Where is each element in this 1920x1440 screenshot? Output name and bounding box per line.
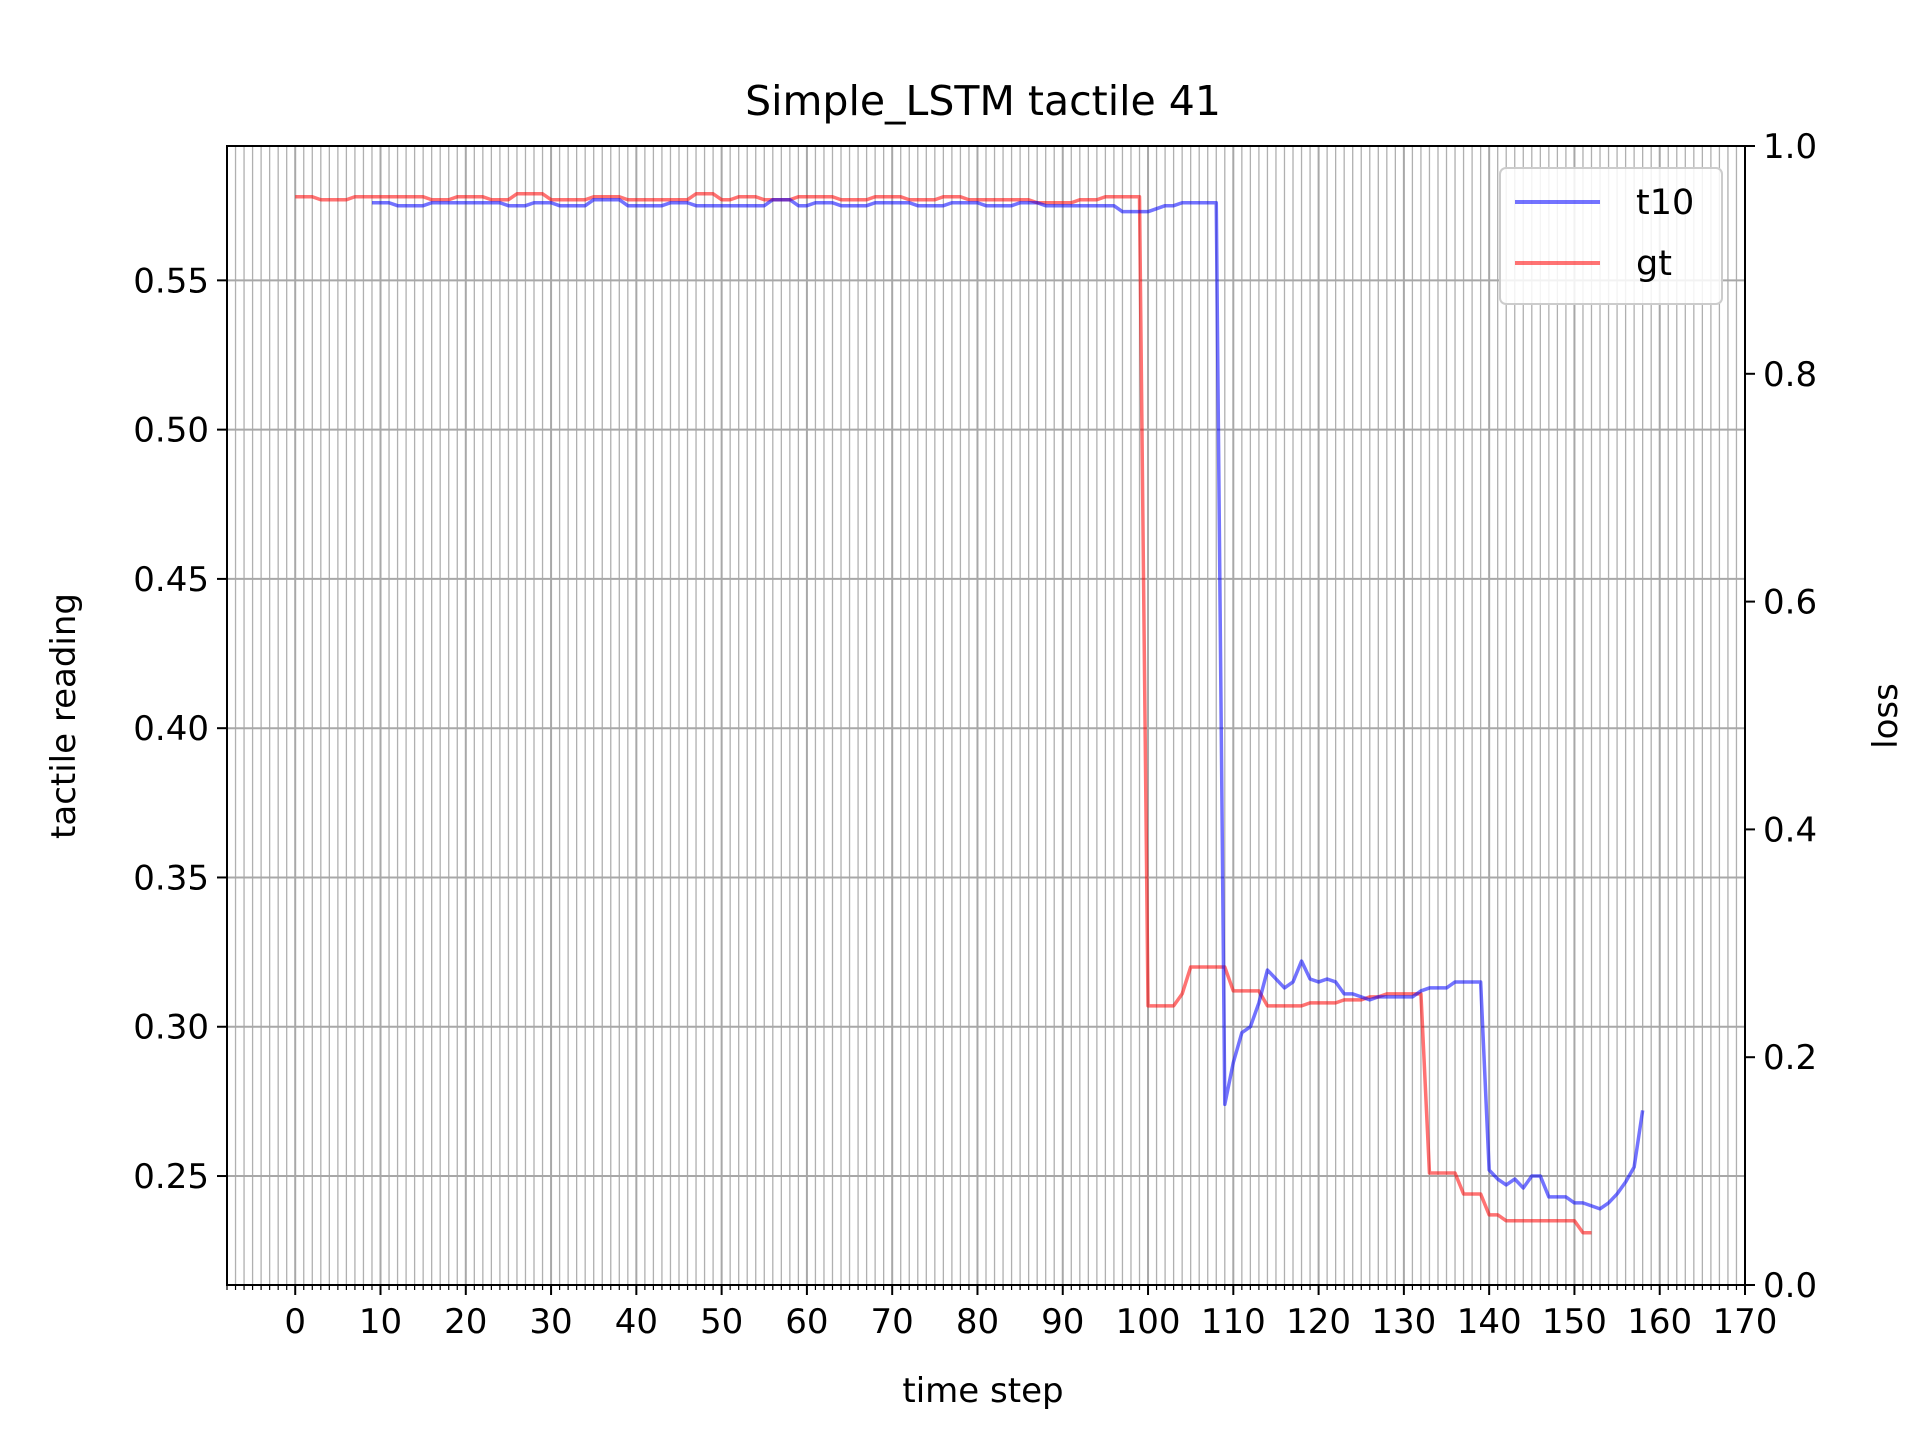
x-tick-label: 120 (1286, 1302, 1351, 1342)
x-tick-label: 60 (785, 1302, 828, 1342)
y-tick-label: 0.25 (133, 1157, 209, 1197)
x-tick-label: 90 (1041, 1302, 1084, 1342)
major-gridlines (227, 146, 1746, 1285)
series-layer (295, 192, 1645, 1235)
x-tick-label: 170 (1713, 1302, 1778, 1342)
y-tick-label: 0.40 (133, 709, 209, 749)
y-tick-label: 0.35 (133, 858, 209, 898)
y2-axis-ticks: 0.0 0.2 0.4 0.6 0.8 1.0 (1745, 127, 1817, 1306)
chart-title: Simple_LSTM tactile 41 (745, 77, 1221, 125)
legend-label-gt: gt (1636, 244, 1672, 284)
y2-tick-label: 0.2 (1763, 1038, 1817, 1078)
x-tick-label: 40 (615, 1302, 658, 1342)
x-tick-label: 150 (1542, 1302, 1607, 1342)
x-tick-label: 50 (700, 1302, 743, 1342)
series-line-t10 (371, 197, 1645, 1211)
y2-tick-label: 0.4 (1763, 810, 1817, 850)
x-tick-label: 10 (359, 1302, 402, 1342)
x-tick-label: 100 (1116, 1302, 1181, 1342)
y-tick-label: 0.30 (133, 1008, 209, 1048)
x-tick-label: 0 (284, 1302, 306, 1342)
x-tick-label: 110 (1201, 1302, 1266, 1342)
y2-tick-label: 0.6 (1763, 583, 1817, 623)
x-tick-label: 160 (1627, 1302, 1692, 1342)
y-tick-label: 0.50 (133, 411, 209, 451)
y-axis-ticks: 0.25 0.30 0.35 0.40 0.45 0.50 0.55 (133, 261, 227, 1197)
x-tick-label: 70 (871, 1302, 914, 1342)
y-tick-label: 0.55 (133, 261, 209, 301)
x-tick-label: 30 (529, 1302, 572, 1342)
y2-tick-label: 0.8 (1763, 355, 1817, 395)
y-axis-label: tactile reading (44, 593, 84, 839)
x-axis-label: time step (902, 1371, 1063, 1411)
y2-tick-label: 1.0 (1763, 127, 1817, 167)
x-tick-label: 130 (1371, 1302, 1436, 1342)
y-tick-label: 0.45 (133, 560, 209, 600)
legend-label-t10: t10 (1636, 183, 1694, 223)
x-axis-ticks: 0 10 20 30 40 50 60 70 80 90 100 110 120 130 140 150 160… (226, 1285, 1778, 1342)
x-tick-label: 20 (444, 1302, 487, 1342)
y2-axis-label: loss (1866, 683, 1906, 749)
x-tick-label: 80 (956, 1302, 999, 1342)
legend: t10 gt (1499, 167, 1723, 305)
y2-tick-label: 0.0 (1763, 1266, 1817, 1306)
x-tick-label: 140 (1457, 1302, 1522, 1342)
